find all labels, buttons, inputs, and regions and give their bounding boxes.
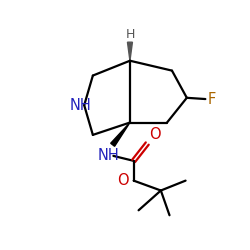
Polygon shape [111,122,130,146]
Text: O: O [149,126,161,142]
Text: F: F [208,92,216,106]
Polygon shape [128,42,132,61]
Text: H: H [125,28,135,41]
Text: NH: NH [69,98,91,113]
Text: NH: NH [98,148,119,164]
Text: O: O [118,173,129,188]
